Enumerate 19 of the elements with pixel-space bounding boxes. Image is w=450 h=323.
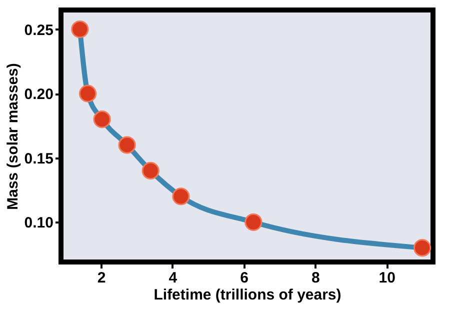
y-tick-label: 0.25 [24,22,54,39]
x-tick-label: 10 [378,270,396,286]
point [142,162,160,180]
x-tick-label: 8 [312,270,320,286]
point [78,84,97,102]
x-axis-title: Lifetime (trillions of years) [154,286,342,304]
point [118,136,136,154]
y-tick-label: 0.20 [24,86,54,104]
x-tick-label: 4 [168,270,178,286]
y-tick-label: 0.15 [24,150,54,168]
x-tick-label: 6 [240,270,248,286]
x-tick-label: 2 [97,270,106,286]
point [172,188,190,206]
point [71,20,89,38]
point [244,213,262,231]
y-tick-label: 0.10 [24,214,54,232]
point [413,239,432,257]
point [93,110,111,128]
y-axis-title: Mass (solar masses) [4,63,22,210]
